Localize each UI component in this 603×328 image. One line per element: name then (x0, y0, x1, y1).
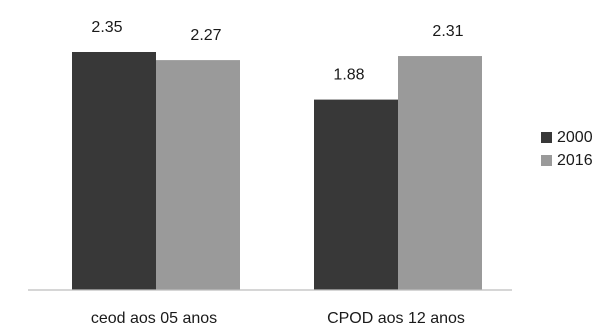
bar-2016-2 (398, 56, 482, 291)
bars-group (72, 52, 482, 291)
legend-label-2016: 2016 (557, 152, 593, 169)
category-labels-group: ceod aos 05 anos CPOD aos 12 anos (91, 310, 465, 327)
category-label-2: CPOD aos 12 anos (327, 310, 465, 327)
category-label-1: ceod aos 05 anos (91, 310, 217, 327)
legend-swatch-2016 (541, 155, 552, 166)
data-label-2016-1: 2.27 (190, 27, 221, 44)
bar-2016-1 (156, 60, 240, 290)
bar-2000-2 (314, 99, 398, 290)
legend-label-2000: 2000 (557, 129, 593, 146)
legend: 2000 2016 (541, 129, 593, 169)
data-label-2016-2: 2.31 (432, 23, 463, 40)
legend-swatch-2000 (541, 132, 552, 143)
bar-2000-1 (72, 52, 156, 290)
value-labels-group: 2.35 2.27 1.88 2.31 (91, 19, 463, 84)
data-label-2000-1: 2.35 (91, 19, 122, 36)
data-label-2000-2: 1.88 (333, 67, 364, 84)
